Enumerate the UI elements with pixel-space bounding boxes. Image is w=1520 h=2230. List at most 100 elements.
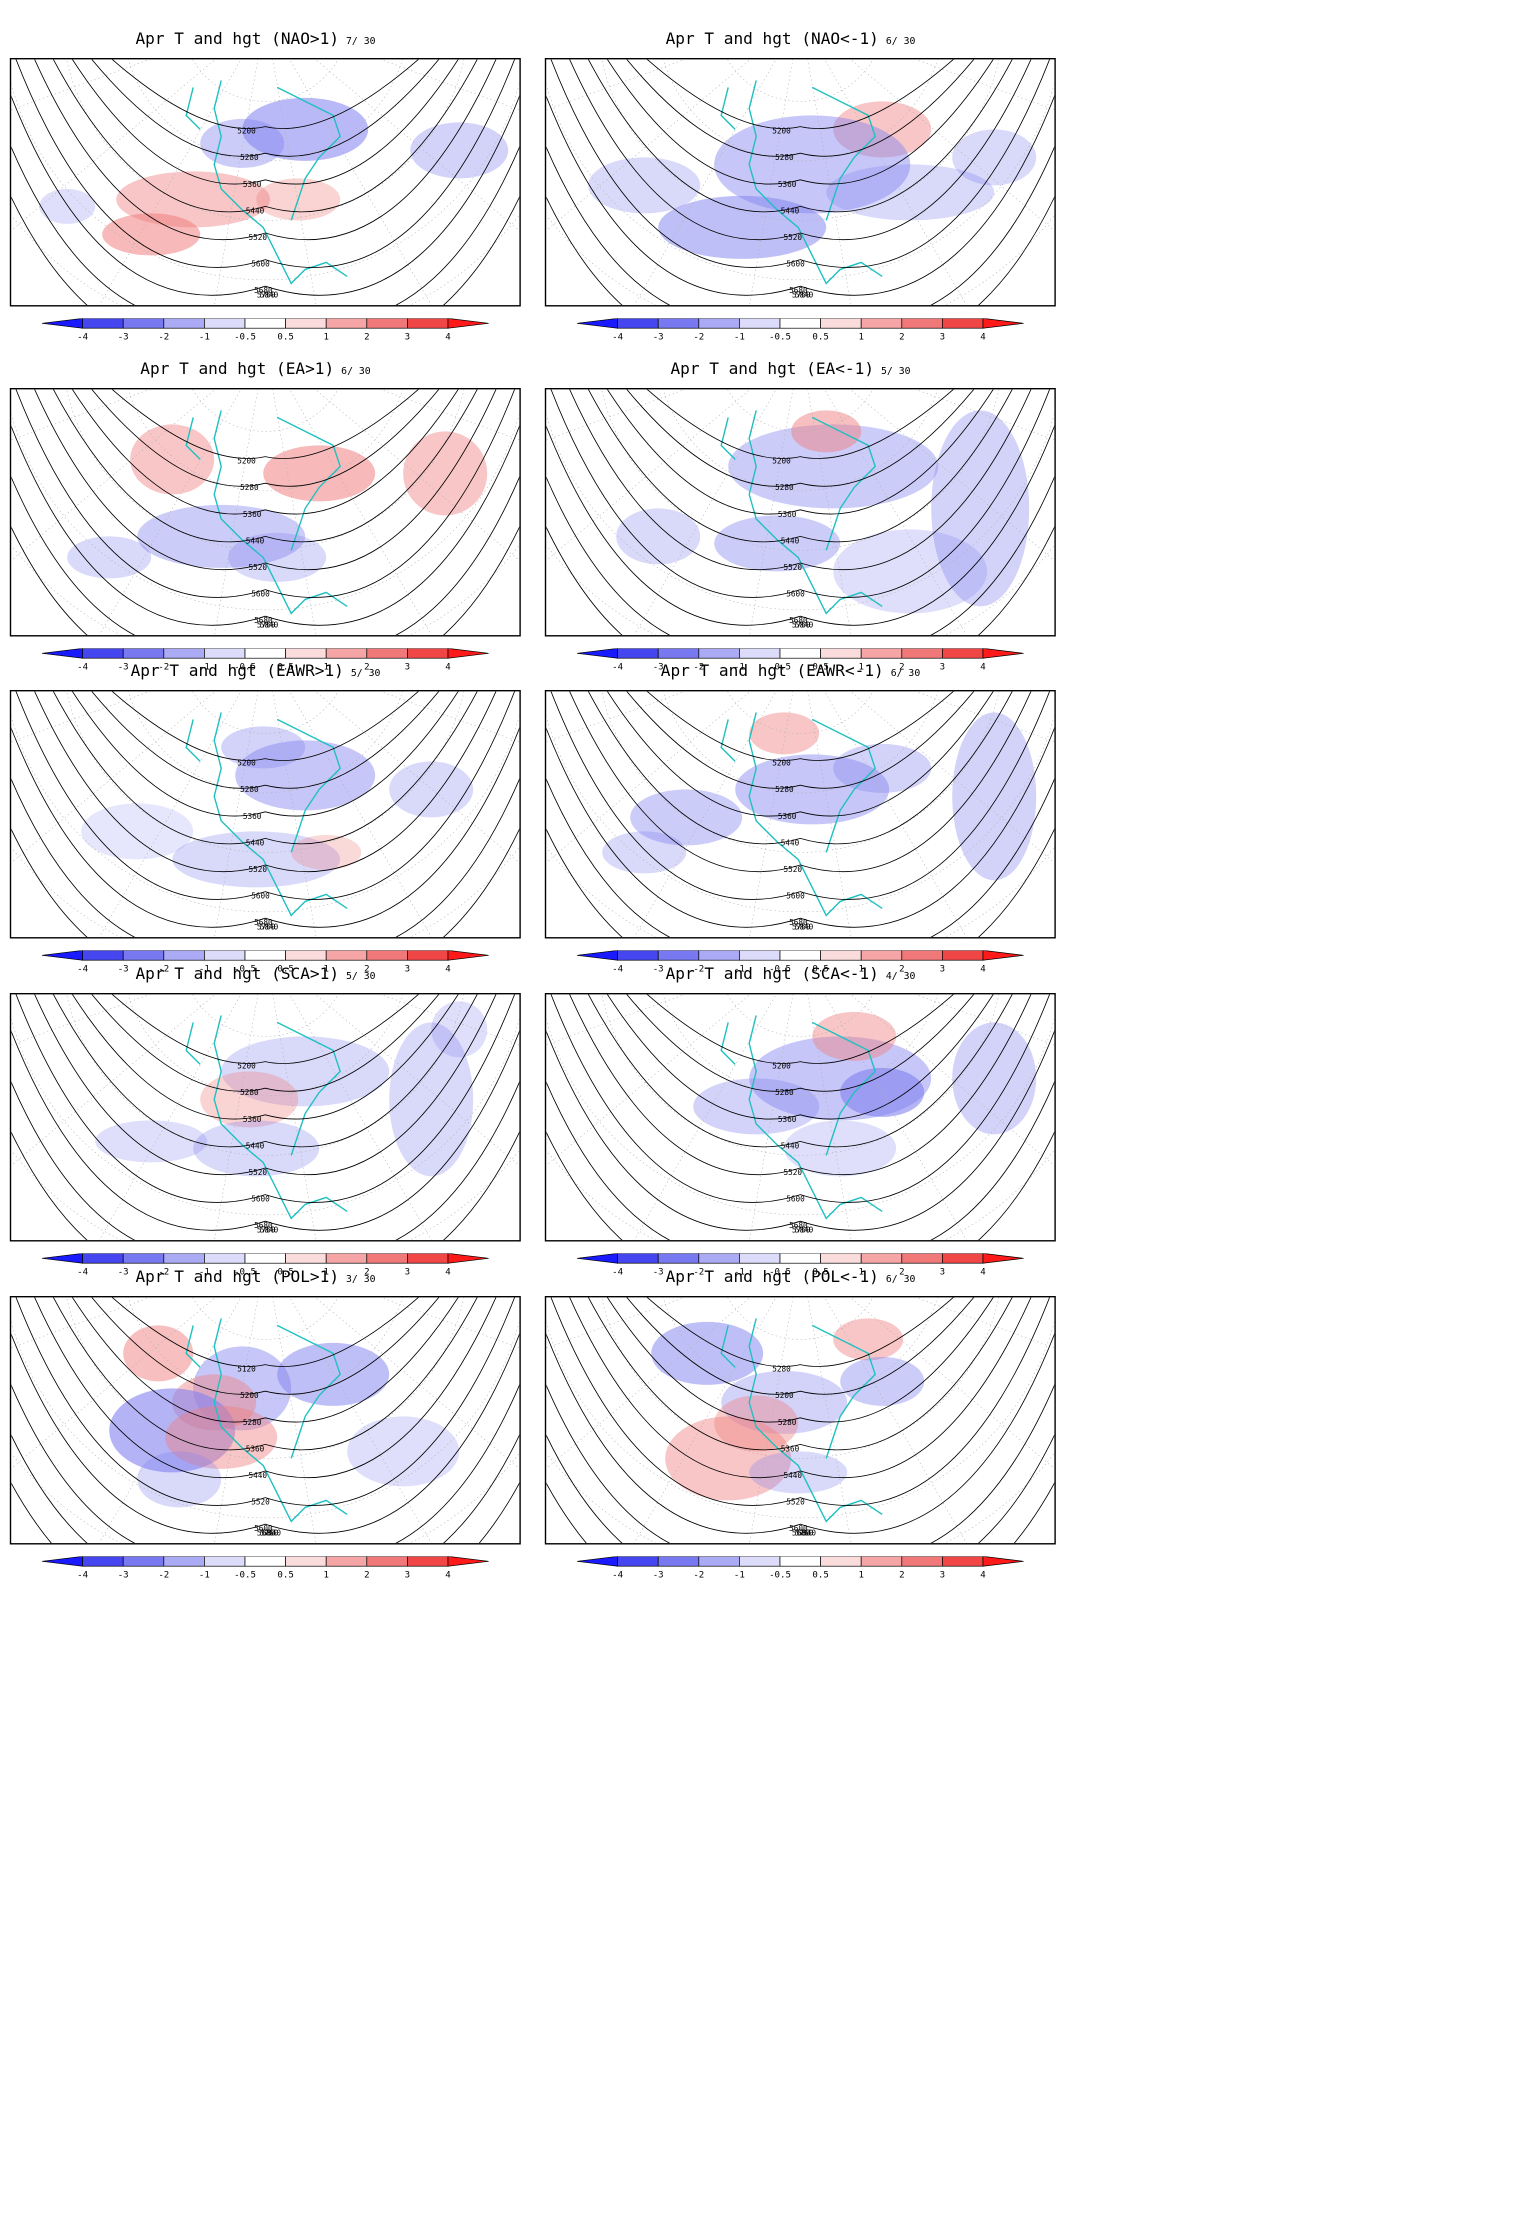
colorbar-segment: [901, 648, 943, 659]
height-contour: [34, 691, 497, 873]
cold-anomaly: [200, 118, 285, 168]
polar-map: 5280 5200 5280 5360 5440 5520 5600 5680 5760 5840: [544, 1296, 1056, 1545]
height-contour: [34, 1297, 497, 1479]
colorbar-tick-label: -1: [734, 964, 745, 974]
colorbar-segment: [657, 950, 700, 961]
colorbar-tick-label: 4: [980, 662, 986, 672]
panel-title: Apr T and hgt (NAO<-1) 6/ 30: [535, 30, 1046, 58]
colorbar-segment: [325, 1253, 368, 1264]
contour-label: 5520: [249, 233, 268, 242]
panel-title: Apr T and hgt (SCA<-1) 4/ 30: [535, 965, 1046, 993]
contour-label: 5520: [251, 1498, 270, 1507]
colorbar-tick-label: -4: [77, 1267, 88, 1277]
colorbar-tick-label: 2: [899, 1267, 904, 1277]
contour-label: 5280: [775, 483, 794, 492]
contour-label: 5440: [784, 1471, 803, 1480]
colorbar-tick-label: -4: [77, 964, 88, 974]
contour-label: 5280: [240, 483, 259, 492]
meridian: [11, 691, 151, 743]
colorbar-segment: [576, 318, 618, 329]
colorbar-segment: [657, 648, 700, 659]
height-contour: [11, 828, 520, 938]
colorbar-tick-label: -4: [612, 1570, 623, 1580]
cold-anomaly: [389, 761, 474, 818]
contour-label: 5280: [775, 785, 794, 794]
colorbar-segment: [244, 318, 286, 329]
height-contour: [11, 1434, 520, 1544]
colorbar-segment: [325, 950, 368, 961]
height-contour: [546, 146, 1055, 306]
height-contour: [569, 691, 1032, 873]
contour-label: 5200: [775, 1391, 794, 1400]
contour-label: 5200: [237, 1062, 256, 1071]
colorbar-tick-label: 3: [940, 332, 945, 342]
meridian: [546, 691, 751, 863]
colorbar-tick-label: -3: [653, 1570, 664, 1580]
height-contour: [550, 59, 1050, 268]
colorbar-tick-label: 1: [323, 1570, 328, 1580]
colorbar-segment: [779, 1556, 821, 1567]
colorbar-segment: [739, 1253, 781, 1264]
height-contour: [646, 59, 954, 129]
sample-count: 7/ 30: [346, 35, 376, 47]
colorbar-segment: [41, 1253, 83, 1264]
contour-label: 5360: [778, 510, 797, 519]
cold-anomaly: [658, 195, 827, 259]
contour-label: 5360: [243, 812, 262, 821]
map-panel: Apr T and hgt (NAO<-1) 6/ 30 5200 5280 5360 5…: [535, 30, 1067, 352]
colorbar-tick-label: -3: [118, 662, 129, 672]
colorbar-segment: [447, 1253, 489, 1264]
meridian: [849, 994, 1055, 1166]
colorbar-tick-label: -4: [77, 1570, 88, 1580]
warm-anomaly: [812, 1011, 897, 1061]
contour-label: 5520: [249, 1168, 268, 1177]
meridian: [546, 1297, 751, 1469]
contour-label: 5840: [260, 1225, 279, 1234]
cold-anomaly: [735, 754, 890, 825]
height-contour: [587, 994, 1013, 1148]
colorbar-segment: [122, 318, 165, 329]
colorbar-segment: [285, 1253, 327, 1264]
contour-label: 5440: [781, 1141, 800, 1150]
colorbar-segment: [698, 318, 740, 329]
meridian: [314, 389, 520, 561]
colorbar-segment: [901, 1556, 943, 1567]
colorbar-tick-label: 2: [364, 1570, 369, 1580]
colorbar-segment: [244, 950, 286, 961]
colorbar-tick-label: 2: [364, 332, 369, 342]
height-contour: [546, 1131, 1055, 1241]
height-contour: [550, 691, 1050, 900]
contour-label: 5440: [781, 536, 800, 545]
latitude-circle: [192, 389, 339, 432]
colorbar-segment: [820, 318, 862, 329]
latitude-circle: [192, 1297, 339, 1340]
colorbar-segment: [163, 1556, 205, 1567]
colorbar-tick-label: -4: [77, 332, 88, 342]
colorbar-segment: [576, 648, 618, 659]
meridian: [849, 1297, 1055, 1469]
warm-anomaly: [665, 1416, 792, 1501]
colorbar-segment: [285, 1556, 327, 1567]
panel-title-text: Apr T and hgt (POL>1): [135, 1268, 340, 1287]
contour-label: 5440: [246, 536, 265, 545]
contour-label: 5200: [772, 457, 791, 466]
warm-anomaly: [833, 101, 932, 158]
height-contour: [606, 59, 994, 185]
colorbar-tick-label: 0.5: [277, 1267, 293, 1277]
height-contour: [91, 691, 440, 789]
contour-label: 5680: [789, 1221, 808, 1230]
cold-anomaly: [137, 1451, 222, 1508]
colorbar-segment: [657, 318, 700, 329]
colorbar: -4 -3 -2 -1 -0.5 0.5 1 2 3 4: [576, 950, 1026, 975]
contour-label: 5200: [237, 127, 256, 136]
colorbar-segment: [942, 1556, 984, 1567]
contour-label: 5680: [254, 1221, 273, 1230]
map-panel: Apr T and hgt (NAO>1) 7/ 30 5200 5280 5360 54…: [0, 30, 532, 352]
colorbar-tick-label: -2: [693, 1570, 704, 1580]
colorbar-tick-label: 3: [405, 1570, 410, 1580]
cold-anomaly: [389, 1022, 474, 1177]
contour-label: 5360: [246, 1444, 265, 1453]
colorbar-segment: [942, 1253, 984, 1264]
colorbar-segment: [366, 1253, 408, 1264]
